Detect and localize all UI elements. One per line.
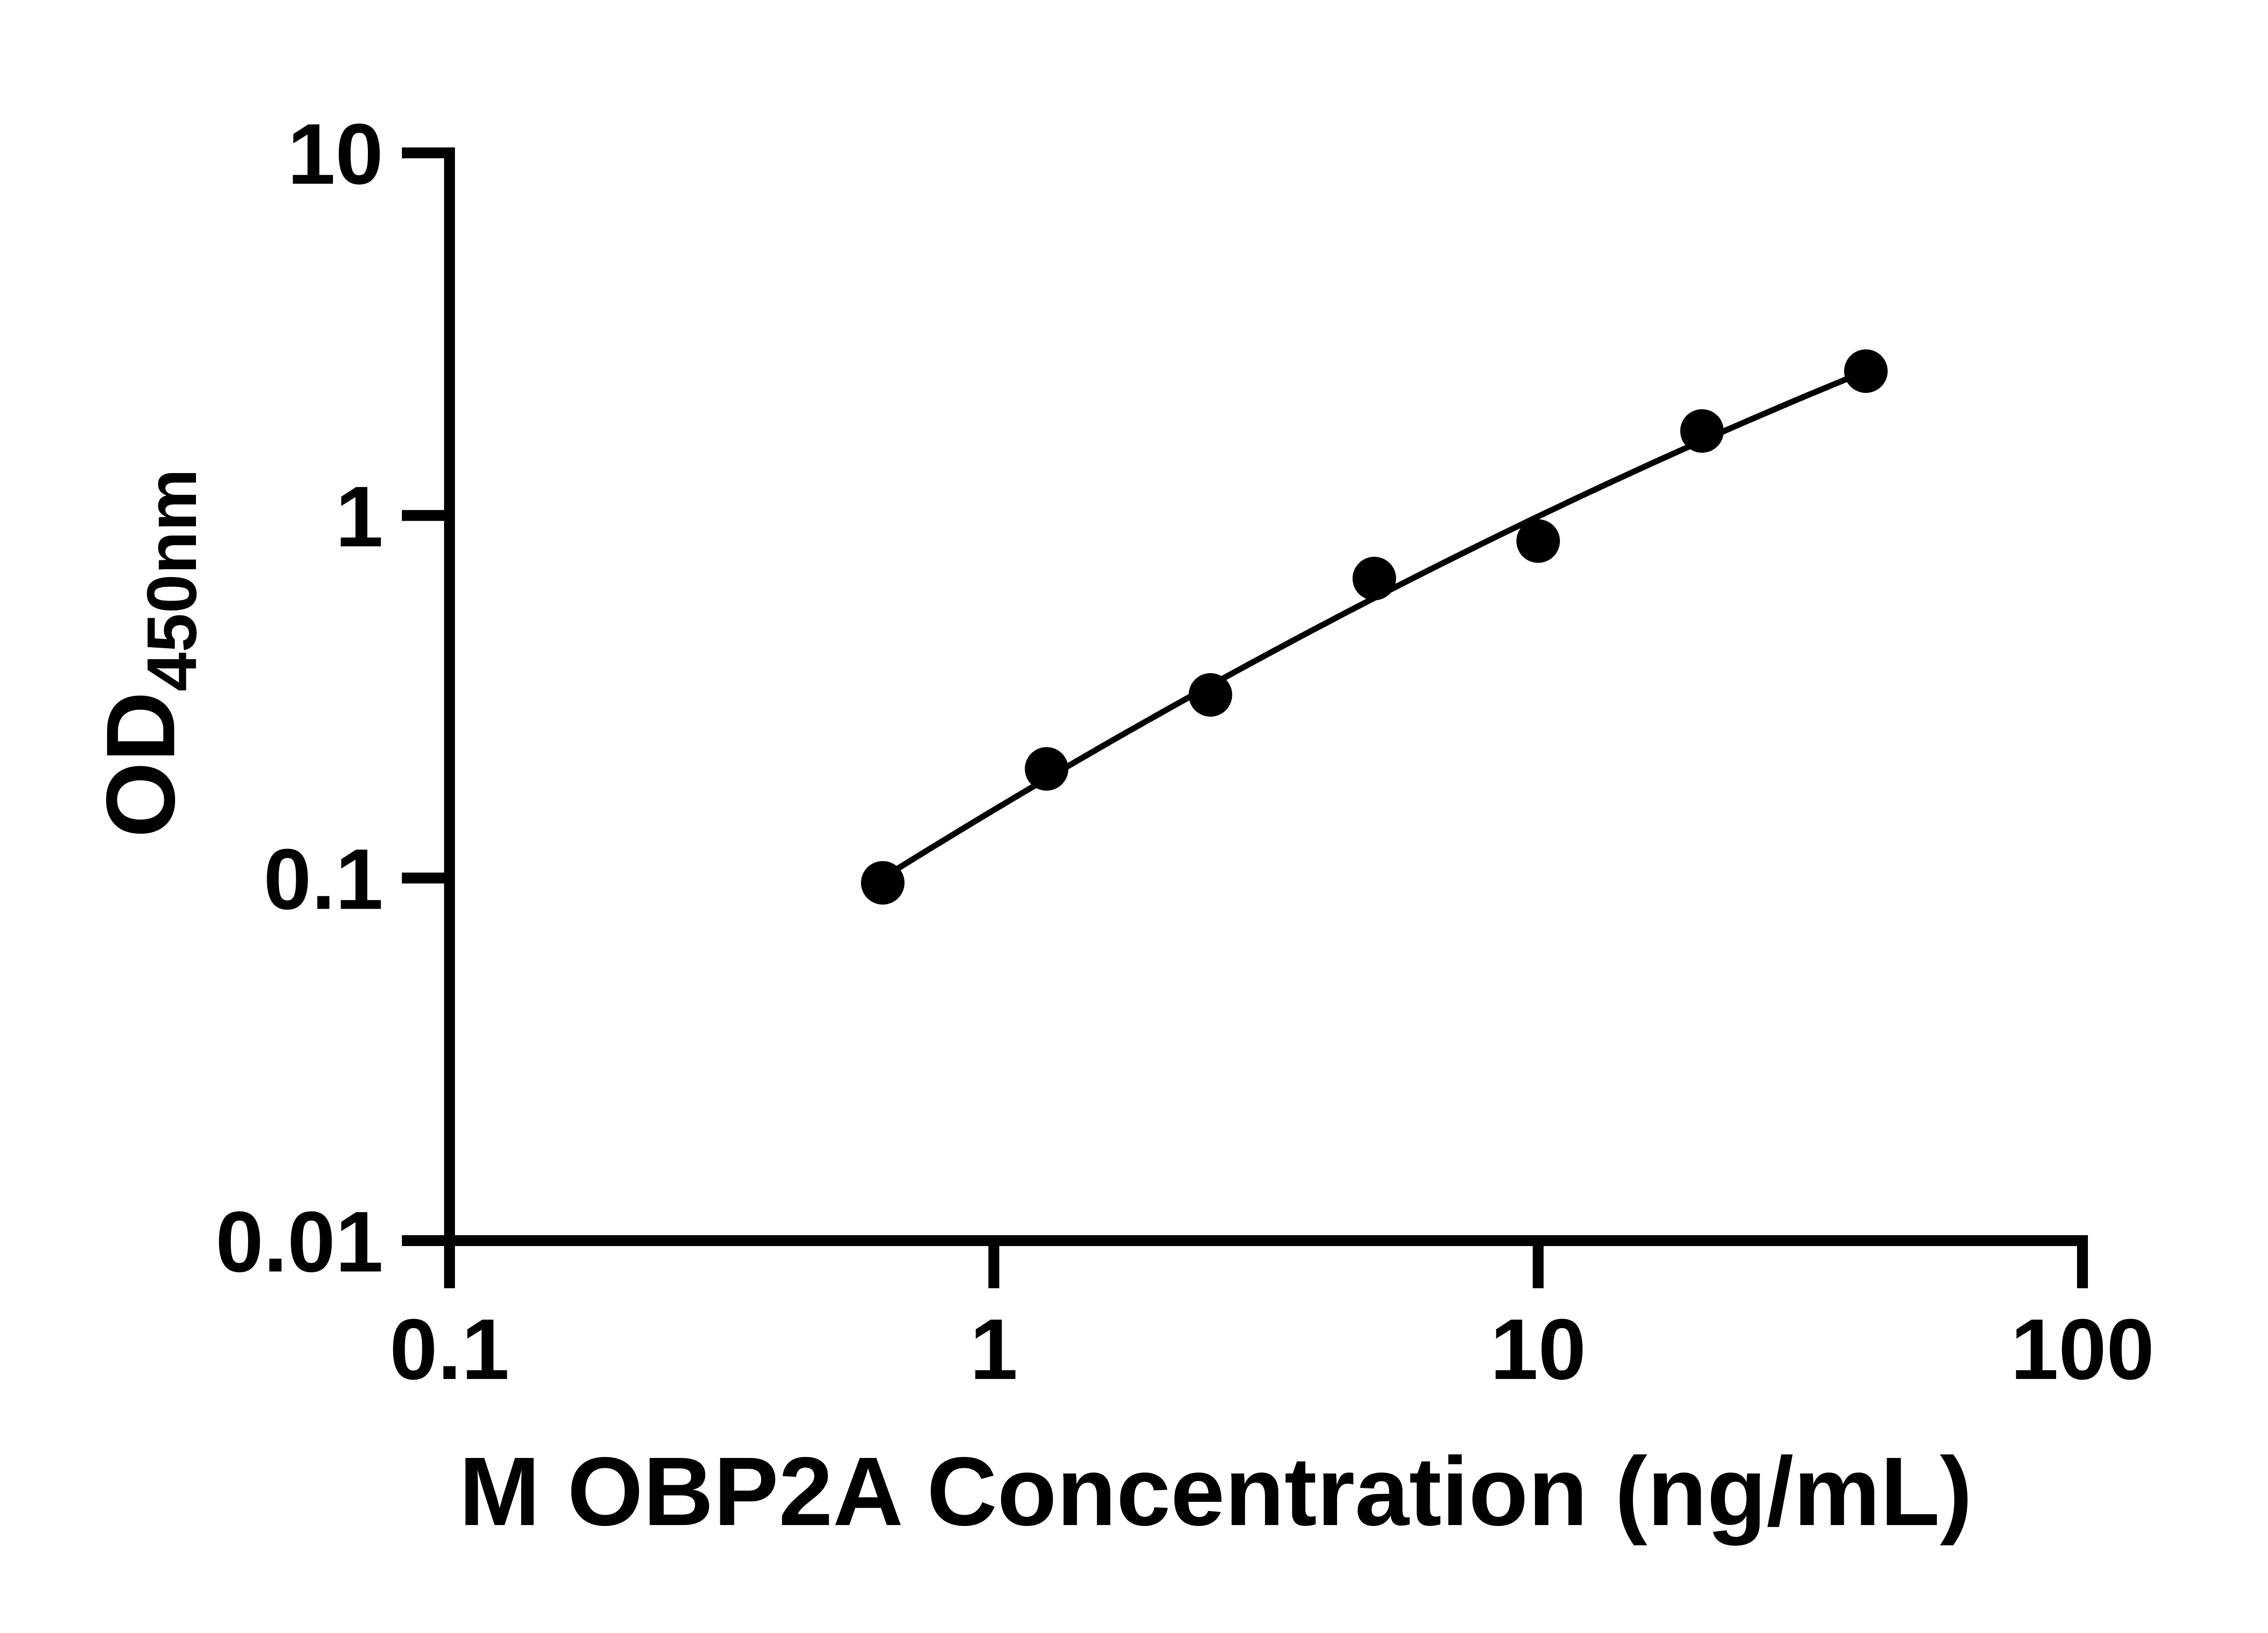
- fit-curve: [880, 368, 1869, 881]
- y-tick-label-1: 1: [335, 469, 383, 565]
- x-tick-label-100: 100: [2010, 1301, 2154, 1398]
- axes: [444, 153, 2088, 1246]
- x-tick-label-1: 1: [970, 1301, 1018, 1398]
- data-points: [861, 349, 1888, 905]
- data-point-x0.625: [861, 861, 905, 905]
- y-axis-title: OD450nm: [86, 469, 211, 838]
- x-tick-label-0.1: 0.1: [390, 1301, 509, 1398]
- x-tick-label-10: 10: [1490, 1301, 1586, 1398]
- y-axis-title-subscript: 450nm: [132, 469, 211, 691]
- x-axis-ticks: 0.1 1 10 100: [390, 1235, 2155, 1398]
- fit-curve-path: [880, 368, 1869, 881]
- x-axis-title: M OBP2A Concentration (ng/mL): [459, 1437, 1972, 1546]
- data-point-x40: [1844, 349, 1888, 393]
- data-point-x20: [1680, 409, 1724, 453]
- y-tick-label-0.1: 0.1: [264, 831, 383, 928]
- y-tick-label-0.01: 0.01: [215, 1194, 383, 1290]
- data-point-x1.25: [1025, 747, 1069, 791]
- y-tick-label-10: 10: [288, 106, 383, 202]
- y-axis-title-main: OD: [86, 691, 195, 838]
- data-point-x2.5: [1188, 673, 1232, 717]
- data-point-x5: [1352, 557, 1396, 601]
- data-point-x10: [1516, 519, 1560, 563]
- y-axis-ticks: 10 1 0.1 0.01: [215, 106, 455, 1290]
